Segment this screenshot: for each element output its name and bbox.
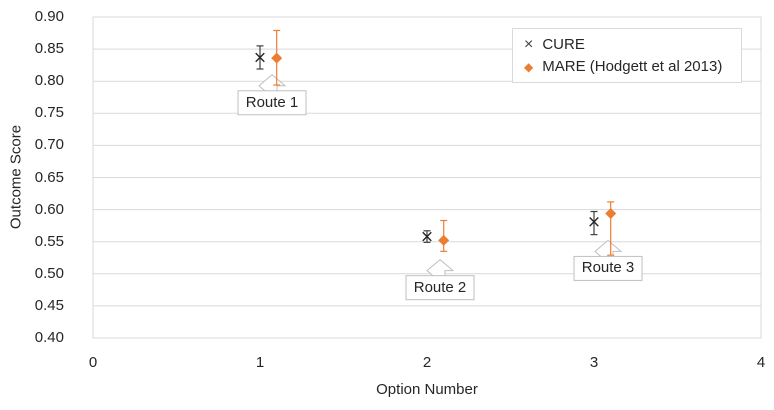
x-marker (255, 52, 265, 63)
y-tick-label: 0.70 (34, 136, 64, 154)
y-tick-label: 0.50 (34, 264, 64, 282)
legend: × CURE ◆ MARE (Hodgett et al 2013) (512, 28, 742, 83)
y-tick-label: 0.90 (34, 8, 64, 25)
y-tick-label: 0.40 (34, 329, 64, 346)
x-tick-label: 3 (589, 354, 599, 371)
callout-box (405, 275, 475, 301)
y-tick-label: 0.45 (34, 296, 64, 314)
x-tick-label: 2 (422, 354, 432, 371)
x-tick-label: 0 (88, 354, 98, 371)
callout-route-2: Route 2 (413, 278, 467, 296)
x-tick-label: 4 (756, 354, 766, 371)
diamond-marker-icon: ◆ (524, 59, 534, 74)
callout-route-3: Route 3 (581, 259, 635, 277)
y-axis-title: Outcome Score (7, 124, 25, 230)
x-marker-icon: × (524, 35, 534, 53)
x-axis-title: Option Number (376, 381, 478, 398)
x-marker (589, 217, 599, 227)
plot-border (92, 16, 762, 339)
legend-item-mare: ◆ MARE (Hodgett et al 2013) (524, 58, 741, 75)
y-tick-label: 0.65 (34, 168, 64, 186)
callout-box (573, 255, 643, 281)
legend-label-cure: CURE (542, 36, 585, 53)
legend-label-mare: MARE (Hodgett et al 2013) (542, 58, 723, 75)
diamond-marker (271, 52, 283, 64)
callout-route-1: Route 1 (245, 93, 299, 111)
x-tick-label: 1 (255, 354, 265, 371)
y-tick-label: 0.75 (34, 104, 64, 122)
diamond-marker (438, 234, 450, 246)
y-tick-label: 0.55 (34, 232, 64, 250)
diamond-marker (605, 207, 617, 219)
x-marker (422, 231, 432, 242)
y-tick-label: 0.85 (34, 40, 64, 58)
callout-box (237, 90, 307, 116)
y-tick-label: 0.80 (34, 72, 64, 90)
legend-item-cure: × CURE (524, 36, 741, 53)
y-tick-label: 0.60 (34, 200, 64, 218)
